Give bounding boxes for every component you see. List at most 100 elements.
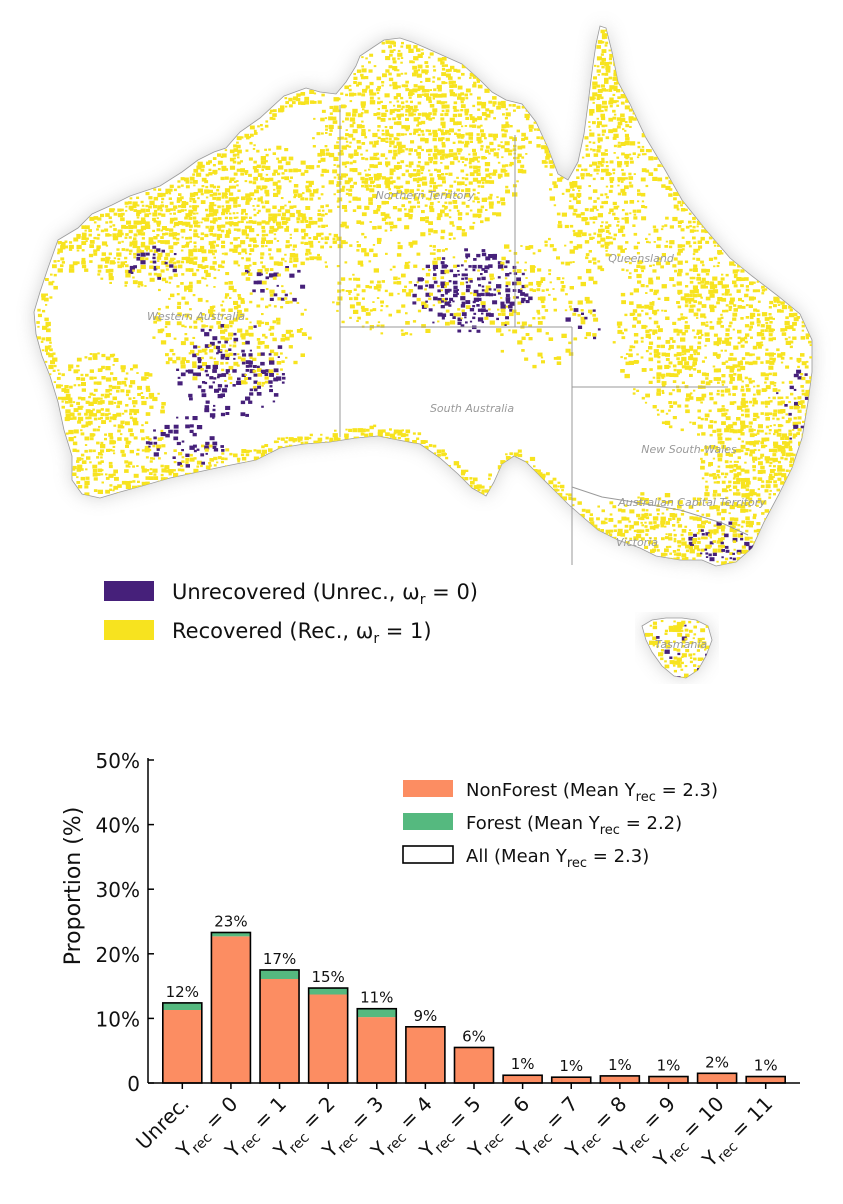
recovered-pixel [304, 441, 309, 445]
recovered-pixel [609, 208, 614, 213]
recovered-pixel [604, 200, 608, 205]
recovered-pixel [445, 309, 450, 313]
recovered-pixel [716, 340, 721, 345]
recovered-pixel [96, 237, 100, 240]
recovered-pixel [201, 217, 205, 221]
recovered-pixel [345, 241, 348, 244]
recovered-pixel [349, 168, 354, 172]
unrecovered-pixel [281, 373, 285, 376]
recovered-pixel [740, 420, 746, 425]
recovered-pixel [273, 169, 278, 174]
recovered-pixel [782, 441, 787, 445]
recovered-pixel [320, 433, 323, 436]
recovered-pixel [152, 396, 158, 402]
recovered-pixel [89, 240, 95, 244]
recovered-pixel [205, 173, 210, 177]
recovered-pixel [128, 205, 134, 210]
recovered-pixel [444, 81, 448, 84]
recovered-pixel [304, 96, 310, 101]
recovered-pixel [685, 397, 690, 402]
recovered-pixel [800, 353, 805, 357]
unrecovered-pixel [220, 445, 224, 448]
recovered-pixel [200, 464, 203, 468]
unrecovered-pixel [196, 425, 203, 430]
recovered-pixel [253, 244, 258, 248]
recovered-pixel [336, 189, 341, 193]
recovered-pixel [265, 208, 271, 213]
unrecovered-pixel [225, 405, 231, 410]
recovered-pixel [637, 145, 641, 149]
recovered-pixel [572, 504, 575, 507]
recovered-pixel [380, 153, 386, 157]
recovered-pixel [693, 336, 697, 339]
recovered-pixel [785, 420, 790, 424]
recovered-pixel [377, 108, 380, 110]
unrecovered-pixel [253, 388, 258, 392]
recovered-pixel [457, 93, 462, 97]
recovered-pixel [741, 501, 745, 504]
recovered-pixel [197, 197, 200, 200]
recovered-pixel [629, 157, 633, 160]
unrecovered-pixel [417, 277, 423, 282]
recovered-pixel [420, 52, 424, 55]
recovered-pixel [417, 121, 422, 125]
recovered-pixel [276, 185, 282, 190]
unrecovered-pixel [796, 369, 802, 374]
recovered-pixel [456, 69, 461, 73]
recovered-pixel [421, 193, 426, 198]
recovered-pixel [257, 373, 263, 377]
recovered-pixel [621, 209, 625, 212]
recovered-pixel [585, 221, 590, 226]
recovered-pixel [300, 312, 304, 316]
recovered-pixel [676, 333, 680, 336]
recovered-pixel [752, 397, 757, 401]
recovered-pixel [465, 188, 471, 193]
recovered-pixel [253, 144, 256, 147]
recovered-pixel [441, 192, 446, 196]
recovered-pixel [165, 264, 169, 268]
recovered-pixel [525, 153, 528, 155]
recovered-pixel [228, 192, 234, 196]
recovered-pixel [733, 308, 738, 312]
unrecovered-pixel [789, 385, 794, 390]
recovered-pixel [396, 100, 400, 103]
recovered-pixel [232, 344, 237, 348]
recovered-pixel [148, 205, 152, 209]
recovered-pixel [628, 181, 632, 184]
recovered-pixel [189, 281, 193, 285]
recovered-pixel [793, 433, 798, 437]
recovered-pixel [296, 301, 300, 304]
unrecovered-pixel [205, 452, 208, 455]
recovered-pixel [737, 429, 743, 434]
recovered-pixel [517, 160, 522, 164]
recovered-pixel [484, 217, 490, 222]
recovered-pixel [788, 445, 792, 449]
recovered-pixel [496, 212, 502, 217]
recovered-pixel [353, 149, 358, 153]
recovered-pixel [252, 148, 256, 150]
recovered-pixel [344, 436, 349, 440]
unrecovered-pixel [465, 253, 471, 258]
recovered-pixel [126, 389, 131, 394]
recovered-pixel [636, 304, 642, 309]
recovered-pixel [116, 412, 122, 417]
recovered-pixel [500, 145, 505, 149]
recovered-pixel [713, 497, 716, 500]
recovered-pixel [529, 265, 535, 270]
recovered-pixel [216, 321, 221, 325]
recovered-pixel [521, 321, 527, 326]
recovered-pixel [808, 340, 812, 344]
recovered-pixel [717, 252, 721, 255]
recovered-pixel [145, 469, 150, 472]
recovered-pixel [160, 429, 164, 432]
recovered-pixel [440, 229, 446, 234]
unrecovered-pixel [776, 392, 779, 395]
recovered-pixel [733, 464, 738, 468]
recovered-pixel [597, 133, 601, 137]
recovered-pixel [733, 473, 739, 478]
recovered-pixel [438, 137, 443, 142]
unrecovered-pixel [209, 413, 216, 418]
recovered-pixel [385, 56, 391, 61]
recovered-pixel [697, 281, 701, 285]
recovered-pixel [777, 428, 782, 432]
